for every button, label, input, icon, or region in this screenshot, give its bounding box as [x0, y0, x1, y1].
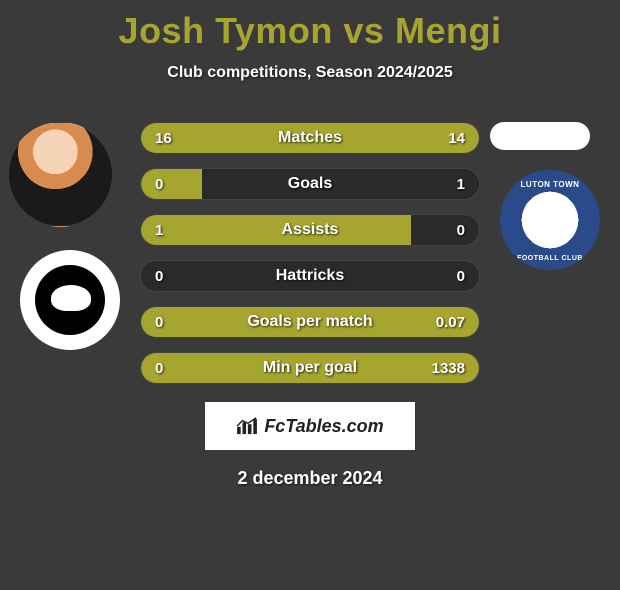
- swansea-icon: [35, 265, 105, 335]
- date-label: 2 december 2024: [0, 468, 620, 489]
- stat-label: Matches: [141, 129, 479, 147]
- stat-value-right: 1: [457, 176, 465, 193]
- brand-label: FcTables.com: [264, 416, 383, 437]
- stat-value-right: 0: [457, 222, 465, 239]
- stat-label: Min per goal: [141, 359, 479, 377]
- stat-bars: 16Matches140Goals11Assists00Hattricks00G…: [140, 122, 480, 384]
- stat-row: 0Goals per match0.07: [140, 306, 480, 338]
- stat-row: 0Hattricks0: [140, 260, 480, 292]
- badge-right-bottom-text: FOOTBALL CLUB: [517, 255, 583, 262]
- player-right-avatar: [490, 122, 590, 150]
- stat-value-right: 0: [457, 268, 465, 285]
- stat-row: 0Goals1: [140, 168, 480, 200]
- stat-row: 16Matches14: [140, 122, 480, 154]
- stat-label: Goals: [141, 175, 479, 193]
- stat-label: Assists: [141, 221, 479, 239]
- stat-row: 1Assists0: [140, 214, 480, 246]
- badge-right-top-text: LUTON TOWN: [521, 180, 580, 189]
- club-badge-right: LUTON TOWN FOOTBALL CLUB: [500, 170, 600, 270]
- club-badge-left: [20, 250, 120, 350]
- brand-banner: FcTables.com: [205, 402, 415, 450]
- subtitle: Club competitions, Season 2024/2025: [0, 64, 620, 82]
- player-left-avatar: [8, 122, 113, 227]
- comparison-panel: LUTON TOWN FOOTBALL CLUB 16Matches140Goa…: [0, 122, 620, 384]
- stat-label: Goals per match: [141, 313, 479, 331]
- stat-label: Hattricks: [141, 267, 479, 285]
- stat-value-right: 0.07: [436, 314, 465, 331]
- stat-value-right: 14: [448, 130, 465, 147]
- stat-value-right: 1338: [432, 360, 465, 377]
- stat-row: 0Min per goal1338: [140, 352, 480, 384]
- page-title: Josh Tymon vs Mengi: [0, 10, 620, 52]
- brand-chart-icon: [236, 417, 258, 435]
